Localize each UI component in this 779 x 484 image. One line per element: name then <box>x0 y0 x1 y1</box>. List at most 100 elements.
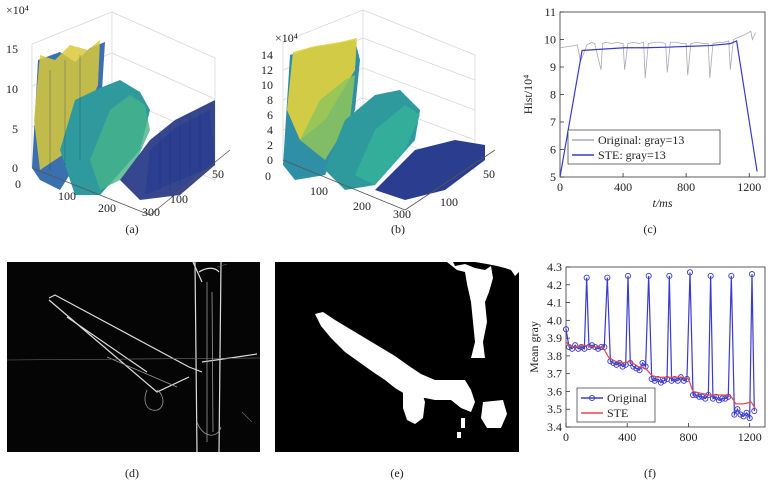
surface-a <box>32 40 215 200</box>
data-point-f-0-9 <box>588 342 596 349</box>
panel-a-xtick-1: 100 <box>58 189 76 203</box>
y-tick-label-f-5: 3.9 <box>547 331 562 345</box>
panel-b-ytick-1: 100 <box>440 195 458 209</box>
data-point-f-0-32 <box>657 379 664 386</box>
y-tick-label-f-7: 4.1 <box>547 296 562 310</box>
data-point-f-0-51 <box>712 393 720 400</box>
y-tick-label-c-4: 9 <box>550 60 556 74</box>
data-point-f-0-45 <box>696 393 703 400</box>
y-tick-label-f-0: 3.4 <box>547 420 562 434</box>
x-axis-label-c: t/ms <box>652 196 672 210</box>
data-point-f-0-28 <box>645 272 652 279</box>
panel-b-xtick-1: 100 <box>310 184 328 198</box>
panel-b-exponent: ×10⁴ <box>275 31 298 45</box>
series-line-c-0 <box>559 30 756 79</box>
panel-a-ztick-2: 10 <box>6 82 18 96</box>
legend-box-c <box>567 129 721 165</box>
data-point-f-0-30 <box>651 377 658 384</box>
y-tick-label-c-6: 11 <box>544 5 556 19</box>
y-tick-label-c-3: 8 <box>550 88 556 102</box>
data-point-f-0-0 <box>562 326 570 333</box>
data-point-f-0-49 <box>707 272 714 279</box>
x-tick-label-f-0: 0 <box>563 430 569 444</box>
panel-d <box>6 261 261 453</box>
y-tick-label-f-4: 3.8 <box>547 349 562 363</box>
series-line-c-1 <box>559 40 758 178</box>
y-tick-label-f-3: 3.7 <box>547 367 562 381</box>
data-point-f-0-52 <box>716 397 723 404</box>
panel-a-ytick-0: 50 <box>212 167 224 181</box>
panel-b-xtick-3: 300 <box>393 207 411 220</box>
data-point-f-0-38 <box>674 377 681 384</box>
y-tick-label-c-2: 7 <box>550 115 556 129</box>
panel-b-xtick-2: 200 <box>353 199 371 213</box>
data-point-f-0-41 <box>683 375 690 383</box>
binary-mask-image <box>275 262 519 452</box>
panel-b-3d-surface: ×10⁴ 0 2 4 6 8 10 12 14 0 100 200 300 50… <box>261 9 496 221</box>
panel-b-xtick-0: 0 <box>265 169 271 183</box>
edge-detection-image <box>6 261 261 453</box>
x-tick-label-c-3: 1200 <box>737 180 761 194</box>
data-point-f-0-42 <box>686 269 694 276</box>
surface-b <box>283 38 485 200</box>
data-point-f-0-53 <box>719 395 726 402</box>
data-point-f-0-17 <box>613 361 620 368</box>
panel-b-ztick-4: 8 <box>267 93 273 107</box>
x-tick-label-c-0: 0 <box>557 180 563 194</box>
panel-c-chart: 0 400 800 1200 5 6 7 8 9 10 11 Hist/10⁴ t/ms Original… <box>521 5 766 210</box>
panel-a-ztick-1: 5 <box>12 122 18 136</box>
panel-b-ztick-7: 14 <box>261 48 273 62</box>
legend-marker-f-0 <box>588 394 596 402</box>
legend-label-f-1: STE <box>607 406 628 420</box>
panel-a-ztick-3: 15 <box>6 42 18 56</box>
panel-b-ztick-0: 0 <box>267 153 273 167</box>
caption-f: (f) <box>644 466 656 480</box>
panel-a-ytick-1: 100 <box>170 192 188 206</box>
data-point-f-0-19 <box>619 363 626 370</box>
panel-b-ztick-3: 6 <box>267 108 273 122</box>
y-tick-label-f-1: 3.5 <box>547 402 562 416</box>
caption-e: (e) <box>390 466 404 480</box>
y-tick-label-c-0: 5 <box>550 170 556 184</box>
data-point-f-0-35 <box>666 272 673 279</box>
data-point-f-0-29 <box>648 375 655 383</box>
x-tick-label-c-2: 800 <box>677 180 695 194</box>
legend-label-f-0: Original <box>607 391 648 405</box>
data-point-f-0-46 <box>699 393 706 400</box>
data-point-f-0-64 <box>751 407 758 415</box>
x-tick-label-f-1: 400 <box>618 430 636 444</box>
data-point-f-0-56 <box>728 272 735 279</box>
panel-a-exponent: ×10⁴ <box>6 3 29 17</box>
data-point-f-0-62 <box>746 415 753 422</box>
panel-f: 0 400 800 1200 3.4 3.5 3.6 3.7 3.8 3.9 4.0 4.1 4.2 4.… <box>520 255 779 465</box>
y-tick-label-f-2: 3.6 <box>547 384 562 398</box>
data-point-f-0-33 <box>660 377 668 384</box>
panel-b-ytick-0: 50 <box>483 167 495 181</box>
data-point-f-0-14 <box>604 274 611 281</box>
x-tick-label-c-1: 400 <box>614 180 632 194</box>
data-point-f-0-11 <box>595 345 602 352</box>
data-point-f-0-36 <box>668 377 675 384</box>
data-point-f-0-60 <box>740 413 747 420</box>
panel-a-xtick-0: 0 <box>15 177 21 191</box>
x-tick-label-f-3: 1200 <box>738 430 762 444</box>
panel-a-xtick-2: 200 <box>98 201 116 215</box>
y-tick-label-f-6: 4.0 <box>547 313 562 327</box>
legend-label-c-0: Original: gray=13 <box>598 133 684 147</box>
y-tick-label-c-5: 10 <box>544 33 556 47</box>
x-tick-label-f-2: 800 <box>679 430 697 444</box>
panel-b: ×10⁴ 0 2 4 6 8 10 12 14 0 100 200 300 50… <box>255 0 515 221</box>
panel-f-chart: 0 400 800 1200 3.4 3.5 3.6 3.7 3.8 3.9 4.0 4.1 4.2 4.… <box>527 260 766 444</box>
data-point-f-0-31 <box>654 375 661 383</box>
data-point-f-0-50 <box>709 395 717 402</box>
y-axis-label-f: Mean gray <box>527 321 541 373</box>
data-point-f-0-5 <box>578 343 585 351</box>
data-point-f-0-61 <box>743 409 750 416</box>
panel-a-xtick-3: 300 <box>142 205 160 219</box>
panel-b-ztick-1: 2 <box>267 138 273 152</box>
panel-b-ztick-5: 10 <box>261 78 273 92</box>
data-point-f-0-26 <box>639 359 646 367</box>
series-line-f-1 <box>565 341 757 410</box>
data-point-f-0-57 <box>731 411 738 418</box>
data-point-f-0-54 <box>722 395 729 402</box>
